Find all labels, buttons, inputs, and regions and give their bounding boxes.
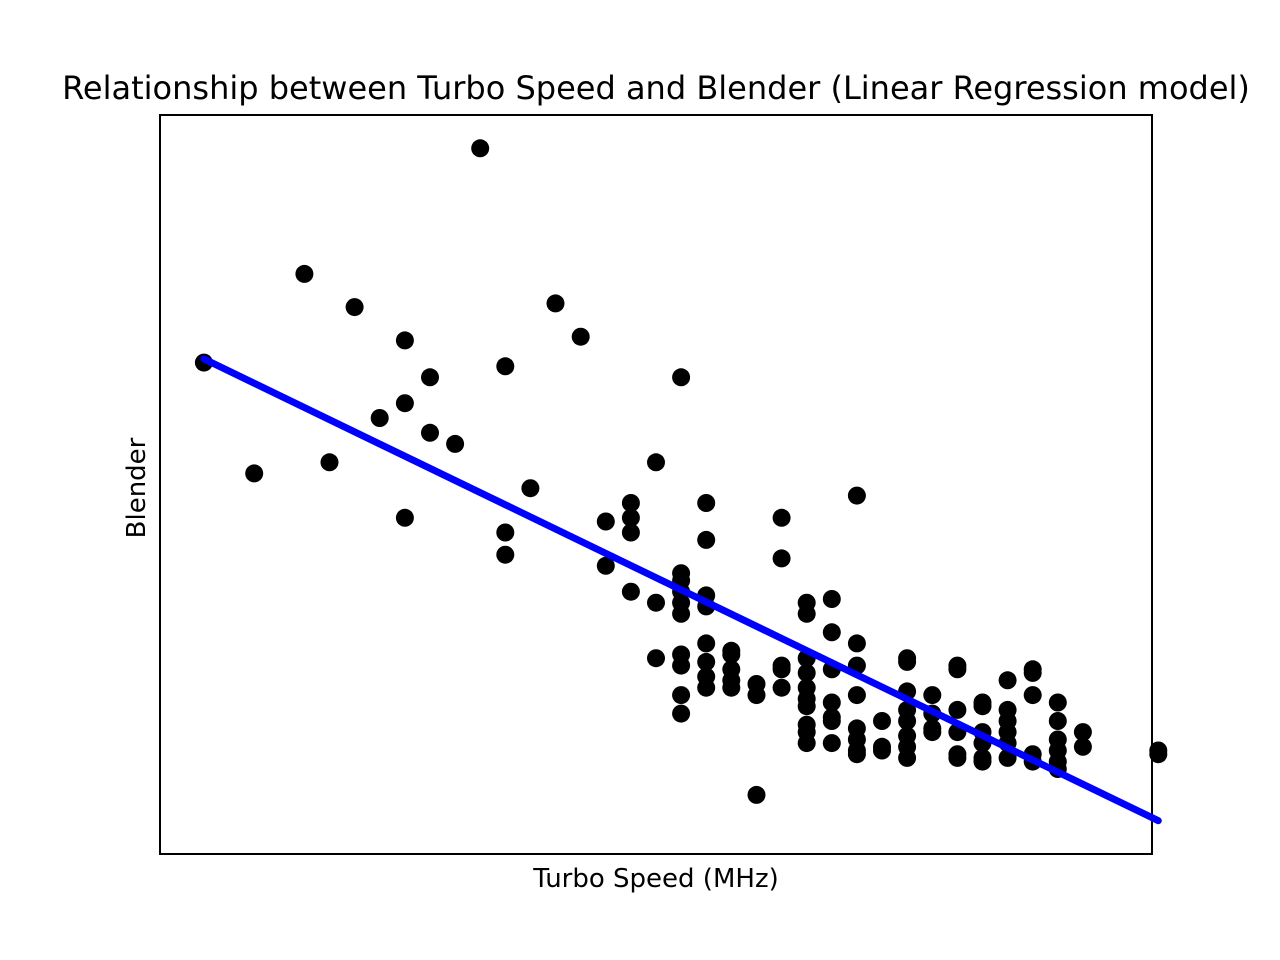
- scatter-point: [697, 494, 716, 512]
- scatter-point: [923, 723, 942, 742]
- scatter-point: [822, 590, 841, 608]
- scatter-point: [496, 545, 515, 564]
- scatter-point: [647, 649, 665, 668]
- scatter-point: [571, 327, 590, 346]
- scatter-point: [395, 331, 414, 350]
- scatter-point: [245, 464, 264, 483]
- scatter-point: [772, 549, 791, 568]
- plot-marks: [194, 139, 1168, 825]
- scatter-point: [395, 508, 414, 527]
- scatter-point: [621, 494, 640, 512]
- scatter-point: [421, 368, 439, 387]
- y-axis-label: Blender: [122, 437, 152, 538]
- scatter-point: [772, 660, 791, 679]
- scatter-point: [948, 660, 967, 679]
- scatter-point: [697, 634, 716, 653]
- scatter-point: [822, 734, 841, 753]
- scatter-point: [697, 530, 716, 549]
- scatter-point: [621, 582, 640, 601]
- scatter-point: [621, 523, 640, 542]
- scatter-point: [1149, 745, 1168, 764]
- scatter-point: [722, 645, 741, 664]
- scatter-point: [973, 697, 992, 716]
- scatter-point: [596, 556, 615, 575]
- scatter-point: [847, 634, 866, 653]
- scatter-point: [898, 712, 917, 730]
- scatter-point: [672, 656, 691, 675]
- scatter-point: [1023, 663, 1042, 682]
- scatter-point: [446, 434, 465, 453]
- scatter-point: [621, 508, 640, 527]
- scatter-point: [998, 671, 1017, 690]
- scatter-point: [370, 409, 389, 427]
- scatter-point: [898, 748, 917, 767]
- scatter-point: [672, 604, 691, 623]
- scatter-point: [1048, 712, 1067, 730]
- scatter-point: [948, 748, 967, 767]
- scatter-point: [797, 734, 816, 753]
- scatter-point: [1023, 686, 1042, 705]
- scatter-point: [546, 294, 565, 313]
- scatter-point: [697, 652, 716, 671]
- scatter-point: [873, 737, 891, 756]
- scatter-point: [1048, 693, 1067, 712]
- scatter-point: [847, 686, 866, 705]
- scatter-point: [1073, 737, 1092, 756]
- scatter-point: [596, 512, 615, 531]
- scatter-point: [421, 423, 439, 442]
- scatter-point: [647, 453, 665, 472]
- x-axis-label: Turbo Speed (MHz): [532, 864, 778, 894]
- scatter-point: [1073, 723, 1092, 742]
- scatter-point: [822, 623, 841, 642]
- scatter-point: [873, 712, 891, 730]
- scatter-point: [722, 678, 741, 697]
- scatter-point: [797, 697, 816, 716]
- scatter-point: [647, 593, 665, 612]
- scatter-point: [772, 678, 791, 697]
- scatter-point: [822, 693, 841, 712]
- scatter-point: [320, 453, 339, 472]
- scatter-point: [496, 357, 515, 376]
- scatter-point: [847, 741, 866, 760]
- scatter-point: [521, 479, 540, 498]
- scatter-point: [797, 604, 816, 623]
- scatter-point: [747, 686, 766, 705]
- scatter-point: [697, 678, 716, 697]
- scatter-point: [923, 686, 942, 705]
- scatter-point: [395, 394, 414, 413]
- scatter-point: [672, 686, 691, 705]
- scatter-point: [672, 368, 691, 387]
- scatter-point: [295, 264, 314, 283]
- scatter-point: [772, 508, 791, 527]
- scatter-point: [898, 652, 917, 671]
- scatter-point: [471, 139, 490, 158]
- scatter-point: [672, 704, 691, 723]
- regression-line: [200, 355, 1162, 825]
- scatter-point: [797, 663, 816, 682]
- chart-title: Relationship between Turbo Speed and Ble…: [62, 69, 1250, 107]
- scatter-point: [496, 523, 515, 542]
- scatter-point: [822, 712, 841, 730]
- scatter-point: [747, 785, 766, 804]
- scatter-point: [345, 298, 364, 317]
- scatter-point: [973, 752, 992, 771]
- plot-frame: [159, 114, 1153, 855]
- scatter-point: [948, 700, 967, 719]
- scatter-point: [847, 486, 866, 505]
